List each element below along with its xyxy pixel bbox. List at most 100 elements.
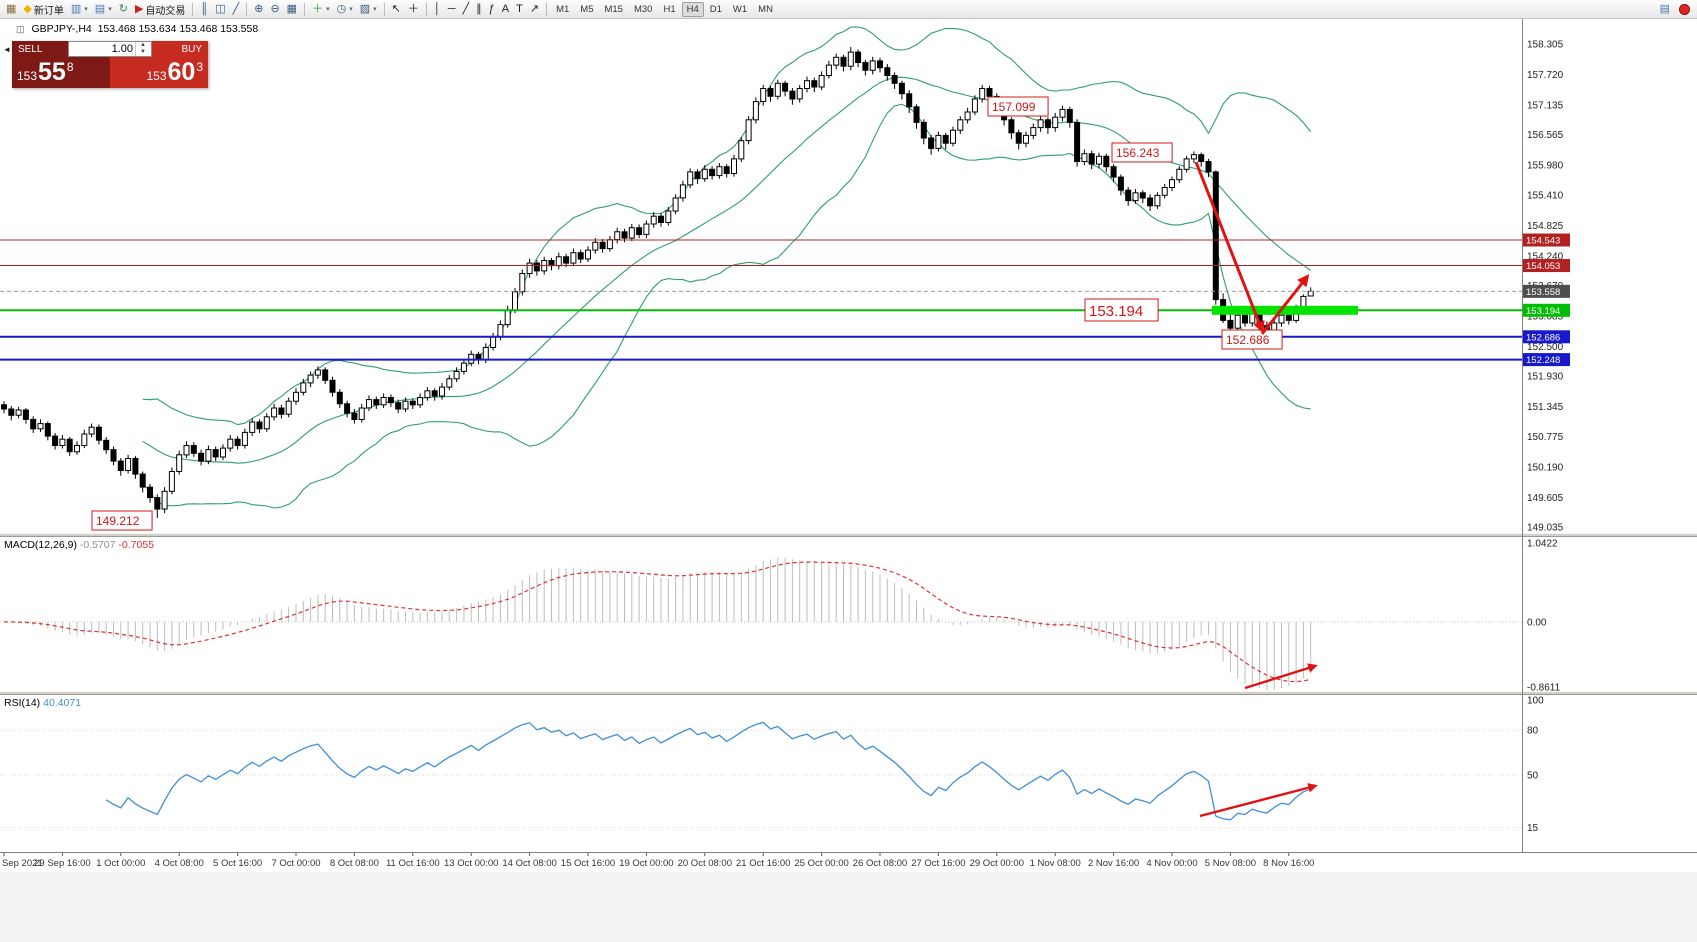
svg-text:29 Oct 00:00: 29 Oct 00:00	[970, 858, 1024, 869]
candlestick-chart-icon: ◫	[215, 2, 226, 15]
trendline-button[interactable]: ╱	[460, 1, 473, 18]
svg-text:154.240: 154.240	[1527, 251, 1564, 262]
trend-arrow[interactable]	[1260, 274, 1310, 335]
macd-axis[interactable]: 1.0422 0.00 -0.8611	[1527, 539, 1561, 694]
toolbar-separator	[304, 2, 306, 16]
annotation-label[interactable]: 157.099	[987, 96, 1049, 117]
cursor-button[interactable]: ↖	[389, 1, 404, 18]
periods-icon: ◷	[336, 2, 347, 15]
svg-text:155.410: 155.410	[1527, 190, 1564, 201]
label-icon: T	[516, 2, 523, 15]
svg-text:2 Nov 16:00: 2 Nov 16:00	[1088, 858, 1139, 869]
price-axis[interactable]: 158.305 157.720 157.135 156.565 155.980 155.4…	[1523, 40, 1570, 534]
support-zone[interactable]	[1212, 305, 1358, 315]
volume-up-arrow-icon[interactable]: ▲	[140, 42, 146, 48]
channel-icon: ∥	[476, 2, 482, 15]
zoom-in-button[interactable]: ⊕	[251, 1, 266, 18]
indicators-button[interactable]: ＋ ▾	[309, 1, 333, 18]
templates-button[interactable]: ▨ ▾	[357, 1, 380, 18]
trade-panel-price-row: 153 55 8 153 60 3	[12, 57, 208, 88]
macd-trend-arrow[interactable]	[1244, 663, 1318, 690]
svg-text:153.085: 153.085	[1527, 311, 1564, 322]
refresh-icon: ↻	[118, 2, 128, 15]
timeframe-h1-button[interactable]: H1	[663, 3, 676, 15]
channel-button[interactable]: ∥	[473, 1, 485, 18]
dropdown-caret-icon[interactable]: ▾	[373, 6, 377, 13]
profiles-button[interactable]: ▤ ▾	[92, 1, 115, 18]
timeframe-m5-button[interactable]: M5	[580, 3, 594, 15]
trend-arrow[interactable]	[1194, 161, 1265, 334]
pane-separator[interactable]	[0, 691, 1697, 695]
dropdown-caret-icon[interactable]: ▾	[349, 6, 353, 13]
macd-value-main: -0.5707	[79, 539, 116, 551]
dropdown-caret-icon[interactable]: ▾	[84, 6, 88, 13]
svg-text:4 Oct 08:00: 4 Oct 08:00	[155, 858, 204, 869]
sell-price-button[interactable]: 153 55 8	[12, 57, 110, 88]
svg-text:50: 50	[1527, 771, 1539, 782]
svg-text:1 Oct 00:00: 1 Oct 00:00	[96, 858, 145, 869]
bar-chart-icon: ║	[200, 2, 209, 15]
rsi-pane-title: RSI(14) 40.4071	[4, 697, 81, 709]
volume-stepper: ▲ ▼	[68, 41, 152, 57]
label-button[interactable]: T	[513, 1, 526, 18]
bottom-margin	[0, 872, 1697, 942]
rsi-axis[interactable]: 100 80 50 15	[1527, 696, 1544, 835]
timeframe-m1-button[interactable]: M1	[556, 3, 570, 15]
fibonacci-button[interactable]: ƒ	[486, 1, 498, 18]
svg-text:8 Oct 08:00: 8 Oct 08:00	[330, 858, 379, 869]
annotation-label[interactable]: 152.686	[1221, 329, 1283, 350]
dropdown-caret-icon[interactable]: ▾	[108, 6, 112, 13]
svg-text:14 Oct 08:00: 14 Oct 08:00	[502, 858, 556, 869]
timeframe-m15-button[interactable]: M15	[604, 3, 623, 15]
buy-price-button[interactable]: 153 60 3	[110, 57, 208, 88]
svg-text:4 Nov 00:00: 4 Nov 00:00	[1146, 858, 1197, 869]
charts-button[interactable]: ▥ ▾	[68, 1, 91, 18]
periods-button[interactable]: ◷ ▾	[334, 1, 356, 18]
new-order-button[interactable]: ◆ 新订单	[20, 1, 66, 18]
candlestick-chart-button[interactable]: ◫	[212, 1, 228, 18]
horizontal-line-button[interactable]: ─	[445, 1, 459, 18]
volume-down-arrow-icon[interactable]: ▼	[140, 49, 146, 55]
sell-button[interactable]: SELL	[12, 41, 68, 57]
crosshair-button[interactable]: ＋	[405, 1, 422, 18]
data-window-button[interactable]: ▤	[1657, 1, 1673, 18]
vertical-line-button[interactable]: │	[431, 1, 444, 18]
svg-text:20 Oct 08:00: 20 Oct 08:00	[678, 858, 732, 869]
annotation-label[interactable]: 153.194	[1084, 298, 1159, 322]
svg-text:152.686: 152.686	[1526, 332, 1560, 343]
timeframe-m30-button[interactable]: M30	[633, 3, 653, 15]
timeframe-mn-button[interactable]: MN	[758, 3, 773, 15]
text-button[interactable]: A	[499, 1, 512, 18]
autotrade-button[interactable]: ▶ 自动交易	[132, 1, 188, 18]
buy-button[interactable]: BUY	[152, 41, 208, 57]
timeframe-h4-button[interactable]: H4	[681, 1, 704, 17]
pane-separator[interactable]	[0, 533, 1697, 537]
dropdown-caret-icon[interactable]: ▾	[326, 6, 330, 13]
svg-text:152.248: 152.248	[1526, 355, 1560, 366]
annotation-label[interactable]: 156.243	[1111, 142, 1173, 163]
timeframe-w1-button[interactable]: W1	[732, 3, 748, 15]
timeframe-d1-button[interactable]: D1	[709, 3, 722, 15]
buy-price-prefix: 153	[146, 69, 167, 83]
refresh-button[interactable]: ↻	[116, 1, 131, 18]
svg-text:7 Oct 00:00: 7 Oct 00:00	[271, 858, 320, 869]
new-chart-button[interactable]: ▦	[3, 1, 19, 18]
templates-icon: ▨	[359, 2, 371, 15]
trade-panel-header-row: SELL ▲ ▼ BUY	[12, 41, 208, 57]
notification-dot-icon[interactable]	[1679, 3, 1690, 15]
zoom-out-button[interactable]: ⊖	[267, 1, 282, 18]
annotation-label[interactable]: 149.212	[91, 510, 153, 531]
bar-chart-button[interactable]: ║	[197, 1, 211, 18]
chart-title: ◫ GBPJPY-,H4 153.468 153.634 153.468 153…	[16, 23, 258, 35]
svg-text:151.930: 151.930	[1527, 372, 1564, 383]
arrows-button[interactable]: ↗	[527, 1, 542, 18]
tile-windows-button[interactable]: ▦	[284, 1, 300, 18]
one-click-collapse-arrow[interactable]: ◄	[3, 45, 11, 54]
arrows-icon: ↗	[529, 2, 540, 15]
svg-text:158.305: 158.305	[1527, 40, 1564, 51]
line-chart-button[interactable]: ╱	[230, 1, 243, 18]
rsi-trend-arrow[interactable]	[1199, 783, 1318, 818]
volume-input[interactable]	[69, 42, 135, 56]
